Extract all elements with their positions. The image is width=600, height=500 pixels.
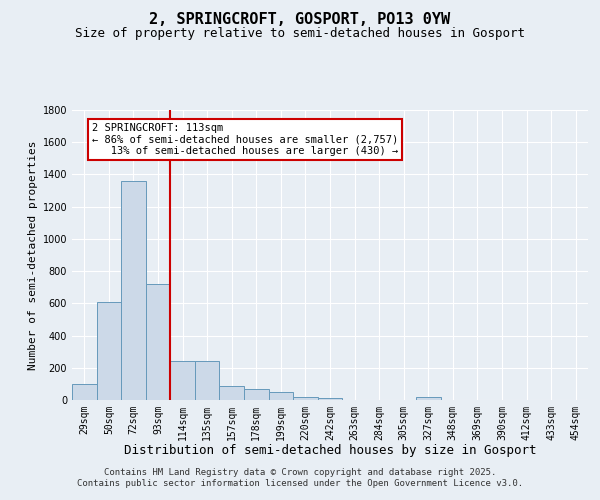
Bar [269,392,293,400]
Bar [195,362,220,400]
X-axis label: Distribution of semi-detached houses by size in Gosport: Distribution of semi-detached houses by … [124,444,536,458]
Bar [170,362,195,400]
Bar [220,386,244,400]
Bar [318,398,342,400]
Y-axis label: Number of semi-detached properties: Number of semi-detached properties [28,140,38,370]
Bar [244,388,269,400]
Bar [416,397,440,400]
Text: Size of property relative to semi-detached houses in Gosport: Size of property relative to semi-detach… [75,28,525,40]
Bar [293,397,318,400]
Bar [97,302,121,400]
Text: 2 SPRINGCROFT: 113sqm
← 86% of semi-detached houses are smaller (2,757)
   13% o: 2 SPRINGCROFT: 113sqm ← 86% of semi-deta… [92,123,398,156]
Bar [121,181,146,400]
Text: 2, SPRINGCROFT, GOSPORT, PO13 0YW: 2, SPRINGCROFT, GOSPORT, PO13 0YW [149,12,451,28]
Text: Contains HM Land Registry data © Crown copyright and database right 2025.
Contai: Contains HM Land Registry data © Crown c… [77,468,523,487]
Bar [72,384,97,400]
Bar [146,284,170,400]
